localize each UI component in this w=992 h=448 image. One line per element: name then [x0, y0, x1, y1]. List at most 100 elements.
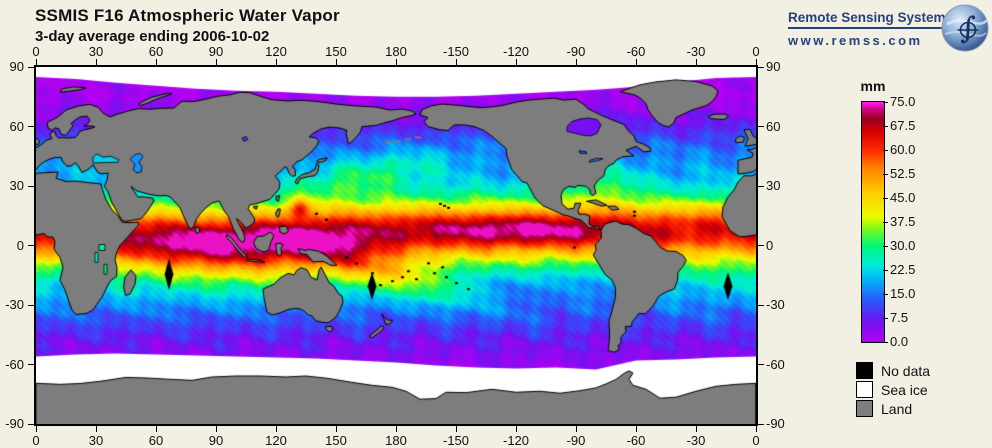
lat-tick-label-right: -30 [766, 297, 785, 312]
lon-tick-top [515, 59, 517, 65]
colorbar-tick-label: 37.5 [890, 214, 916, 229]
lat-tick-label-left: 60 [9, 118, 24, 134]
lon-tick-bottom [335, 426, 337, 432]
lon-tick-top [275, 59, 277, 65]
lon-tick-top [455, 59, 457, 65]
lon-tick-label-top: 60 [148, 44, 164, 59]
lon-tick-label-top: -90 [566, 44, 586, 59]
lon-tick-label-bottom: -90 [566, 433, 586, 448]
colorbar-tick-label: 52.5 [890, 166, 916, 181]
lon-tick-bottom [575, 426, 577, 432]
legend-swatch-sea-ice [856, 381, 873, 398]
lon-tick-bottom [755, 426, 757, 432]
colorbar-tick [883, 341, 888, 343]
lon-tick-label-bottom: 0 [32, 433, 40, 448]
lon-tick-top [395, 59, 397, 65]
lat-tick-right [758, 185, 764, 187]
legend-swatch-land [856, 400, 873, 417]
lat-tick-left [28, 185, 34, 187]
colorbar-tick [883, 269, 888, 271]
lon-tick-label-top: -120 [502, 44, 530, 59]
colorbar-unit-label: mm [860, 78, 886, 94]
colorbar-tick-label: 22.5 [890, 262, 916, 277]
lon-tick-bottom [635, 426, 637, 432]
colorbar-tick [883, 101, 888, 103]
lat-tick-right [758, 245, 764, 246]
water-vapor-map-canvas [36, 67, 756, 424]
lat-tick-left [28, 364, 34, 365]
lat-tick-label-right: 30 [766, 178, 781, 193]
colorbar-tick-label: 60.0 [890, 142, 916, 157]
legend-row: Sea ice [856, 381, 930, 398]
lat-tick-label-left: 90 [9, 59, 24, 74]
map-legend: No data Sea ice Land [856, 362, 930, 419]
colorbar-tick [883, 149, 888, 151]
lon-tick-label-bottom: 180 [385, 433, 407, 448]
lon-tick-label-top: -150 [442, 44, 470, 59]
svg-text:∫: ∫ [960, 11, 976, 46]
lon-tick-top [575, 59, 577, 65]
logo-company-name: Remote Sensing Systems [788, 10, 956, 29]
lat-tick-left [28, 245, 34, 246]
colorbar-tick [883, 317, 888, 319]
lat-tick-left [28, 423, 34, 425]
colorbar-tick [883, 293, 888, 295]
lon-tick-top [35, 59, 37, 65]
lat-tick-right [758, 304, 764, 306]
lat-tick-label-right: 90 [766, 59, 781, 74]
lon-tick-label-top: 120 [265, 44, 287, 59]
lon-tick-label-bottom: 150 [325, 433, 347, 448]
lon-tick-top [755, 59, 757, 65]
lon-tick-label-bottom: 30 [88, 433, 104, 448]
colorbar-tick-label: 7.5 [890, 310, 909, 325]
lon-tick-top [335, 59, 337, 65]
globe-logo-icon: ∫ [941, 4, 989, 52]
colorbar-tick-label: 45.0 [890, 190, 916, 205]
lat-tick-label-left: 0 [16, 237, 24, 253]
lon-tick-top [635, 59, 637, 65]
colorbar-tick [883, 173, 888, 175]
colorbar-tick-label: 0.0 [890, 334, 909, 349]
lon-tick-label-bottom: 90 [208, 433, 224, 448]
lon-tick-bottom [35, 426, 37, 432]
lat-tick-right [758, 364, 764, 365]
lon-tick-bottom [395, 426, 397, 432]
lat-tick-label-left: -90 [5, 416, 24, 431]
lat-tick-right [758, 126, 764, 127]
legend-swatch-no-data [856, 362, 873, 379]
colorbar-tick [883, 221, 888, 223]
lat-tick-left [28, 304, 34, 306]
lon-tick-top [95, 59, 97, 65]
lon-tick-label-top: 0 [752, 44, 760, 59]
colorbar-tick [883, 125, 888, 127]
lat-tick-label-right: 60 [766, 118, 781, 134]
lon-tick-label-bottom: -150 [442, 433, 470, 448]
lat-tick-left [28, 126, 34, 127]
colorbar-tick [883, 245, 888, 247]
page-title: SSMIS F16 Atmospheric Water Vapor [35, 6, 340, 25]
colorbar-tick [883, 197, 888, 199]
colorbar-tick-label: 30.0 [890, 238, 916, 253]
legend-row: No data [856, 362, 930, 379]
lon-tick-label-bottom: 0 [752, 433, 760, 448]
lat-tick-label-right: -90 [766, 416, 785, 431]
lat-tick-right [758, 66, 764, 68]
lat-tick-label-right: -60 [766, 356, 785, 372]
lon-tick-bottom [95, 426, 97, 432]
lat-tick-left [28, 66, 34, 68]
legend-label: Sea ice [881, 381, 928, 398]
lon-tick-bottom [275, 426, 277, 432]
lon-tick-label-bottom: -60 [626, 433, 646, 448]
lon-tick-bottom [215, 426, 217, 432]
world-map-frame [34, 65, 758, 426]
lon-tick-bottom [695, 426, 697, 432]
lat-tick-right [758, 423, 764, 425]
lon-tick-label-bottom: 120 [265, 433, 287, 448]
lon-tick-label-bottom: -120 [502, 433, 530, 448]
lon-tick-top [155, 59, 157, 65]
lon-tick-bottom [515, 426, 517, 432]
lon-tick-label-top: 150 [325, 44, 347, 59]
colorbar [861, 101, 885, 343]
lon-tick-label-top: -30 [686, 44, 706, 59]
